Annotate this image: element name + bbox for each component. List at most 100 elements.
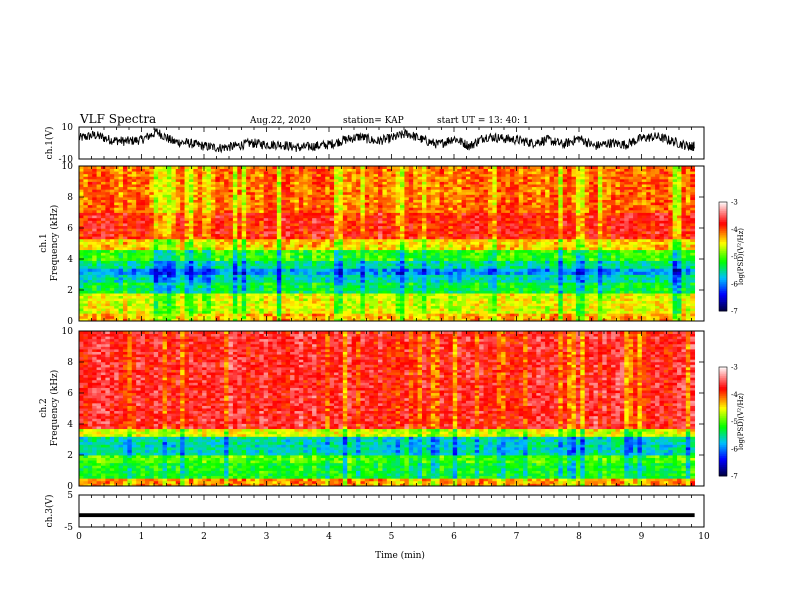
ch1-spectrogram-cell xyxy=(531,308,537,312)
ch1-spectrogram-cell xyxy=(668,310,674,314)
ch1-spectrogram-cell xyxy=(206,246,212,251)
ch1-spectrogram-cell xyxy=(334,287,339,291)
ch1-spectrogram-cell xyxy=(188,238,194,242)
ch1-spectrogram-cell xyxy=(461,300,467,304)
ch1-spectrogram-cell xyxy=(219,310,225,314)
ch1-spectrogram-cell xyxy=(637,265,643,269)
ch1-spectrogram-cell xyxy=(140,300,146,304)
ch1-spectrogram-cell xyxy=(501,305,506,309)
ch1-spectrogram-cell xyxy=(122,298,128,302)
ch1-spectrogram-cell xyxy=(312,244,317,248)
ch1-spectrogram-cell xyxy=(202,260,207,264)
ch1-spectrogram-cell xyxy=(527,238,533,242)
ch1-spectrogram-cell xyxy=(690,279,696,283)
ch1-spectrogram-cell xyxy=(549,271,555,275)
ch1-spectrogram-cell xyxy=(465,284,471,289)
ch1-spectrogram-cell xyxy=(79,268,84,272)
ch1-spectrogram-cell xyxy=(615,282,621,286)
ch1-spectrogram-cell xyxy=(470,257,476,261)
ch1-spectrogram-cell xyxy=(523,305,528,309)
ch1-spectrogram-cell xyxy=(87,318,93,322)
ch1-spectrogram-cell xyxy=(83,274,89,278)
ch1-spectrogram-cell xyxy=(417,244,423,248)
ch1-spectrogram-cell xyxy=(465,252,471,256)
ch1-spectrogram-cell xyxy=(615,277,621,281)
ch1-spectrogram-cell xyxy=(615,268,621,272)
ch1-spectrogram-cell xyxy=(619,238,625,242)
ch1-spectrogram-cell xyxy=(448,252,454,256)
ch1-spectrogram-cell xyxy=(584,305,590,309)
ch1-spectrogram-cell xyxy=(602,305,608,309)
ch1-spectrogram-cell xyxy=(400,290,405,294)
ch1-spectrogram-cell xyxy=(435,244,440,248)
ch1-spectrogram-cell xyxy=(545,249,550,253)
ch1-spectrogram-cell xyxy=(663,233,669,237)
ch1-spectrogram-cell xyxy=(79,244,84,248)
ch1-spectrogram-cell xyxy=(523,303,528,307)
ch1-spectrogram-cell xyxy=(290,255,295,259)
ch1-spectrogram-cell xyxy=(430,249,436,253)
ch1-spectrogram-cell xyxy=(285,282,291,286)
ch1-spectrogram-cell xyxy=(96,284,102,289)
ch1-spectrogram-cell xyxy=(602,298,608,302)
ch1-spectrogram-cell xyxy=(452,238,458,242)
ch1-spectrogram-cell xyxy=(580,310,586,314)
ch1-spectrogram-cell xyxy=(312,230,317,234)
ch1-spectrogram-cell xyxy=(114,233,119,237)
ch1-spectrogram-cell xyxy=(254,279,260,283)
ch1-spectrogram-cell xyxy=(382,290,388,294)
ch1-spectrogram-cell xyxy=(144,298,150,302)
ch1-spectrogram-cell xyxy=(281,238,287,242)
ch1-spectrogram-cell xyxy=(545,268,550,272)
ch1-spectrogram-cell xyxy=(540,265,546,269)
ch1-spectrogram-cell xyxy=(79,246,84,251)
ch1-spectrogram-cell xyxy=(382,236,388,240)
ch1-spectrogram-cell xyxy=(312,246,317,251)
ch1-spectrogram-cell xyxy=(171,310,177,314)
ch1-spectrogram-cell xyxy=(571,284,577,289)
ch1-spectrogram-cell xyxy=(316,265,322,269)
ch1-spectrogram-cell xyxy=(487,282,493,286)
ch1-spectrogram-cell xyxy=(677,298,682,302)
ch1-spectrogram-cell xyxy=(439,295,445,299)
ch1-spectrogram-cell xyxy=(87,246,93,251)
ch1-spectrogram-cell xyxy=(351,271,357,275)
ch1-spectrogram-cell xyxy=(100,290,106,294)
ch1-spectrogram-cell xyxy=(408,303,414,307)
ch1-spectrogram-cell xyxy=(668,308,674,312)
ch1-spectrogram-cell xyxy=(619,271,625,275)
ch1-spectrogram-cell xyxy=(122,263,128,267)
ch1-spectrogram-cell xyxy=(685,284,691,289)
ch1-spectrogram-cell xyxy=(465,265,471,269)
ch1-spectrogram-cell xyxy=(690,277,696,281)
ch1-spectrogram-cell xyxy=(250,298,256,302)
ch1-spectrogram-cell xyxy=(492,310,498,314)
ch1-spectrogram-cell xyxy=(347,303,353,307)
ch1-spectrogram-cell xyxy=(690,305,696,309)
ch1-spectrogram-cell xyxy=(641,246,647,251)
ch1-spectrogram-cell xyxy=(602,287,608,291)
ch1-spectrogram-cell xyxy=(400,284,405,289)
ch1-spectrogram-cell xyxy=(518,246,524,251)
ch1-spectrogram-cell xyxy=(611,241,616,245)
ch1-spectrogram-cell xyxy=(584,263,590,267)
ch1-spectrogram-cell xyxy=(518,268,524,272)
ch1-spectrogram-cell xyxy=(369,290,375,294)
ch1-spectrogram-cell xyxy=(180,255,185,259)
ch1-spectrogram-cell xyxy=(316,282,322,286)
ch1-spectrogram-cell xyxy=(677,268,682,272)
ch1-spectrogram-cell xyxy=(109,290,115,294)
ch1-spectrogram-cell xyxy=(140,230,146,234)
ch1-spectrogram-cell xyxy=(276,255,282,259)
ch1-spectrogram-cell xyxy=(105,277,111,281)
ch1-spectrogram-cell xyxy=(378,295,383,299)
ch1-spectrogram-cell xyxy=(637,282,643,286)
ch1-spectrogram-cell xyxy=(549,241,555,245)
ch1-spectrogram-cell xyxy=(369,303,375,307)
ch1-spectrogram-cell xyxy=(501,268,506,272)
ch1-spectrogram-cell xyxy=(131,305,137,309)
ch1-spectrogram-cell xyxy=(435,257,440,261)
ch1-spectrogram-cell xyxy=(567,295,572,299)
ch1-spectrogram-cell xyxy=(641,290,647,294)
ch1-spectrogram-cell xyxy=(149,277,155,281)
